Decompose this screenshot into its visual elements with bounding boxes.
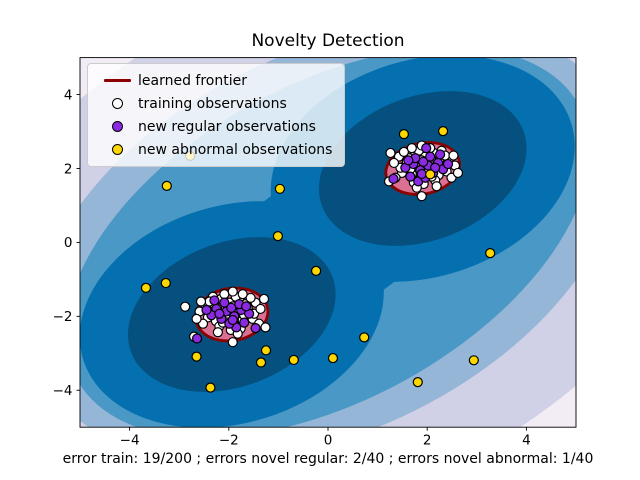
- regular-point: [191, 333, 203, 344]
- x-tick-label: 4: [522, 433, 531, 449]
- training-point: [237, 289, 248, 300]
- legend: learned frontier training observations n…: [87, 63, 346, 167]
- regular-point: [442, 158, 454, 170]
- training-point: [406, 143, 417, 154]
- abnormal-point: [412, 377, 423, 388]
- abnormal-point: [255, 357, 267, 368]
- plot-title: Novelty Detection: [251, 31, 405, 51]
- y-axis-ticks: −4 −2 0 2 4: [53, 87, 80, 399]
- frontier-line-icon: [96, 79, 138, 82]
- abnormal-marker-icon: [96, 144, 138, 155]
- regular-point: [416, 168, 427, 180]
- abnormal-point: [468, 355, 479, 366]
- training-point: [227, 286, 238, 297]
- abnormal-point: [191, 351, 202, 362]
- training-marker-icon: [96, 98, 138, 109]
- training-point: [416, 191, 427, 202]
- regular-point: [403, 155, 414, 166]
- error-caption: error train: 19/200 ; errors novel regul…: [62, 451, 594, 467]
- regular-marker-icon: [96, 121, 138, 132]
- regular-point: [209, 295, 220, 306]
- y-tick-label: −4: [53, 383, 73, 399]
- regular-point: [214, 308, 225, 319]
- legend-item-regular: new regular observations: [96, 115, 332, 138]
- regular-point: [425, 151, 436, 162]
- x-tick-label: 2: [423, 433, 432, 449]
- x-tick-label: −2: [219, 433, 239, 449]
- y-tick-label: 2: [64, 161, 73, 177]
- training-point: [385, 147, 396, 159]
- legend-item-abnormal: new abnormal observations: [96, 138, 332, 161]
- abnormal-point: [425, 169, 436, 180]
- x-tick-label: 0: [324, 433, 333, 449]
- training-point: [431, 181, 442, 192]
- training-point: [227, 337, 238, 348]
- abnormal-point: [485, 248, 496, 259]
- regular-point: [421, 143, 432, 154]
- training-point: [212, 327, 223, 338]
- regular-point: [227, 314, 238, 326]
- abnormal-point: [288, 354, 299, 366]
- abnormal-point: [272, 231, 284, 242]
- regular-point: [219, 297, 230, 308]
- regular-point: [434, 149, 446, 160]
- regular-point: [250, 323, 261, 334]
- training-point: [388, 157, 400, 169]
- abnormal-point: [260, 345, 272, 356]
- regular-point: [241, 301, 252, 312]
- training-point: [255, 303, 266, 315]
- abnormal-point: [310, 265, 322, 276]
- legend-label: learned frontier: [138, 72, 247, 89]
- legend-item-training: training observations: [96, 92, 332, 115]
- legend-label: new abnormal observations: [138, 141, 333, 158]
- abnormal-point: [359, 332, 370, 343]
- regular-point: [430, 162, 441, 173]
- training-point: [452, 167, 464, 179]
- y-tick-label: 0: [64, 235, 73, 251]
- training-point: [260, 322, 271, 333]
- training-point: [448, 150, 459, 161]
- abnormal-point: [274, 183, 285, 194]
- y-tick-label: 4: [64, 87, 73, 103]
- abnormal-point: [140, 282, 152, 293]
- abnormal-point: [398, 129, 409, 140]
- abnormal-point: [160, 277, 171, 289]
- abnormal-point: [205, 382, 216, 393]
- training-point: [180, 301, 191, 312]
- y-tick-label: −2: [53, 309, 73, 325]
- regular-points: [191, 143, 454, 344]
- legend-label: training observations: [138, 95, 287, 112]
- legend-label: new regular observations: [138, 118, 316, 135]
- x-tick-label: −4: [120, 433, 140, 449]
- training-point: [195, 296, 207, 307]
- training-point: [219, 289, 230, 300]
- regular-point: [405, 171, 416, 182]
- training-point: [258, 293, 270, 305]
- regular-point: [201, 304, 212, 316]
- abnormal-point: [327, 352, 339, 364]
- x-axis-ticks: −4 −2 0 2 4: [120, 427, 531, 449]
- abnormal-point: [437, 126, 449, 137]
- regular-point: [388, 173, 399, 184]
- abnormal-point: [161, 180, 172, 191]
- regular-point: [239, 317, 250, 328]
- training-point: [191, 313, 202, 325]
- legend-item-frontier: learned frontier: [96, 69, 332, 92]
